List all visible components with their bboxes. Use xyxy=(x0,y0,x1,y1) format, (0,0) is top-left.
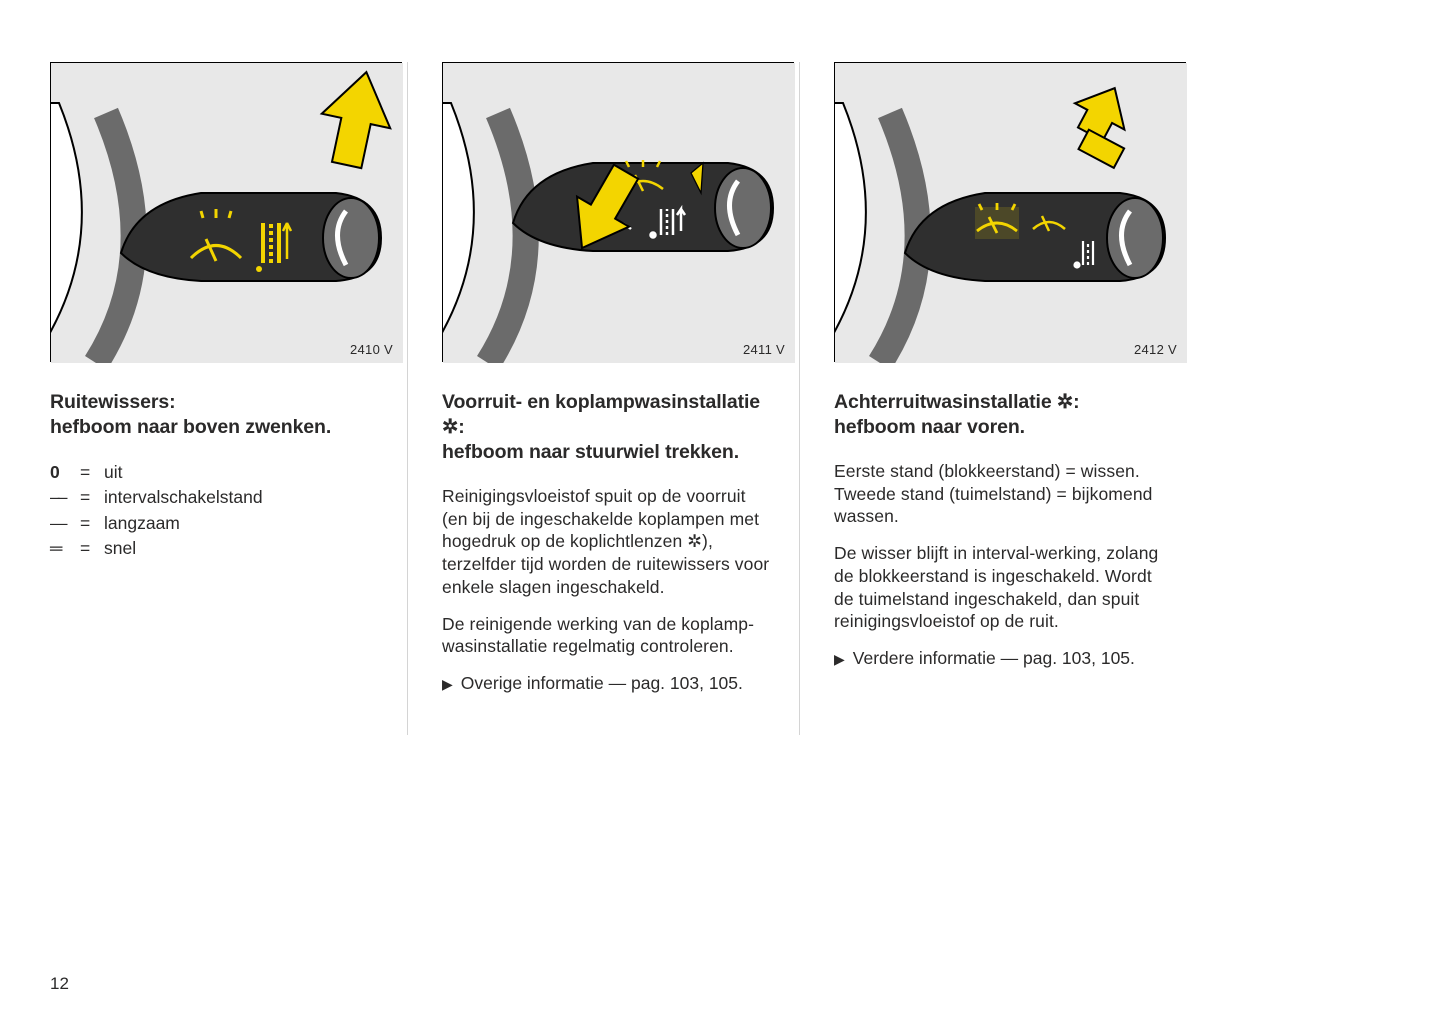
equals-sign: = xyxy=(80,460,104,485)
legend-row: 0 = uit xyxy=(50,460,383,485)
heading-1: Ruitewissers: hefboom naar boven zwenken… xyxy=(50,390,383,440)
figure-2: 2411 V xyxy=(442,62,794,362)
legend-row: –– = intervalschakelstand xyxy=(50,485,383,510)
info-bullet: ▶ Overige informatie — pag. 103, 105. xyxy=(442,672,775,695)
legend-symbol-slow: — xyxy=(50,511,80,536)
triangle-bullet-icon: ▶ xyxy=(442,675,453,693)
heading-2: Voorruit- en koplamp­wasinstallatie ✲: h… xyxy=(442,390,775,465)
figure-1: 2410 V xyxy=(50,62,402,362)
legend-row: — = langzaam xyxy=(50,511,383,536)
column-3: 2412 V Achterruitwasinstallatie ✲: hefbo… xyxy=(834,62,1192,735)
legend-text: uit xyxy=(104,460,122,485)
legend-symbol-interval: –– xyxy=(50,485,80,510)
triangle-bullet-icon: ▶ xyxy=(834,650,845,668)
lever-illustration-1 xyxy=(51,63,403,363)
equals-sign: = xyxy=(80,536,104,561)
bullet-text: Verdere informatie — pag. 103, 105. xyxy=(853,647,1135,670)
legend: 0 = uit –– = intervalschakelstand — = la… xyxy=(50,460,383,562)
column-1: 2410 V Ruitewissers: hefboom naar boven … xyxy=(50,62,408,735)
page-number: 12 xyxy=(50,974,69,994)
equals-sign: = xyxy=(80,485,104,510)
legend-row: ═ = snel xyxy=(50,536,383,561)
figure-label-1: 2410 V xyxy=(350,342,393,357)
paragraph: Eerste stand (blokkeerstand) = wissen. T… xyxy=(834,460,1168,528)
equals-sign: = xyxy=(80,511,104,536)
figure-3: 2412 V xyxy=(834,62,1186,362)
legend-text: intervalschakelstand xyxy=(104,485,263,510)
figure-label-2: 2411 V xyxy=(743,342,785,357)
lever-illustration-3 xyxy=(835,63,1187,363)
legend-symbol-0: 0 xyxy=(50,460,80,485)
figure-label-3: 2412 V xyxy=(1134,342,1177,357)
lever-illustration-2 xyxy=(443,63,795,363)
heading-3: Achterruitwasinstallatie ✲: hefboom naar… xyxy=(834,390,1168,440)
legend-symbol-fast: ═ xyxy=(50,536,80,561)
legend-text: snel xyxy=(104,536,136,561)
bullet-text: Overige informatie — pag. 103, 105. xyxy=(461,672,743,695)
paragraph: Reinigingsvloeistof spuit op de voorruit… xyxy=(442,485,775,599)
page: 2410 V Ruitewissers: hefboom naar boven … xyxy=(0,0,1445,735)
column-2: 2411 V Voorruit- en koplamp­wasinstallat… xyxy=(442,62,800,735)
paragraph: De reinigende werking van de koplamp­was… xyxy=(442,613,775,659)
legend-text: langzaam xyxy=(104,511,180,536)
info-bullet: ▶ Verdere informatie — pag. 103, 105. xyxy=(834,647,1168,670)
paragraph: De wisser blijft in interval-werking, zo… xyxy=(834,542,1168,633)
